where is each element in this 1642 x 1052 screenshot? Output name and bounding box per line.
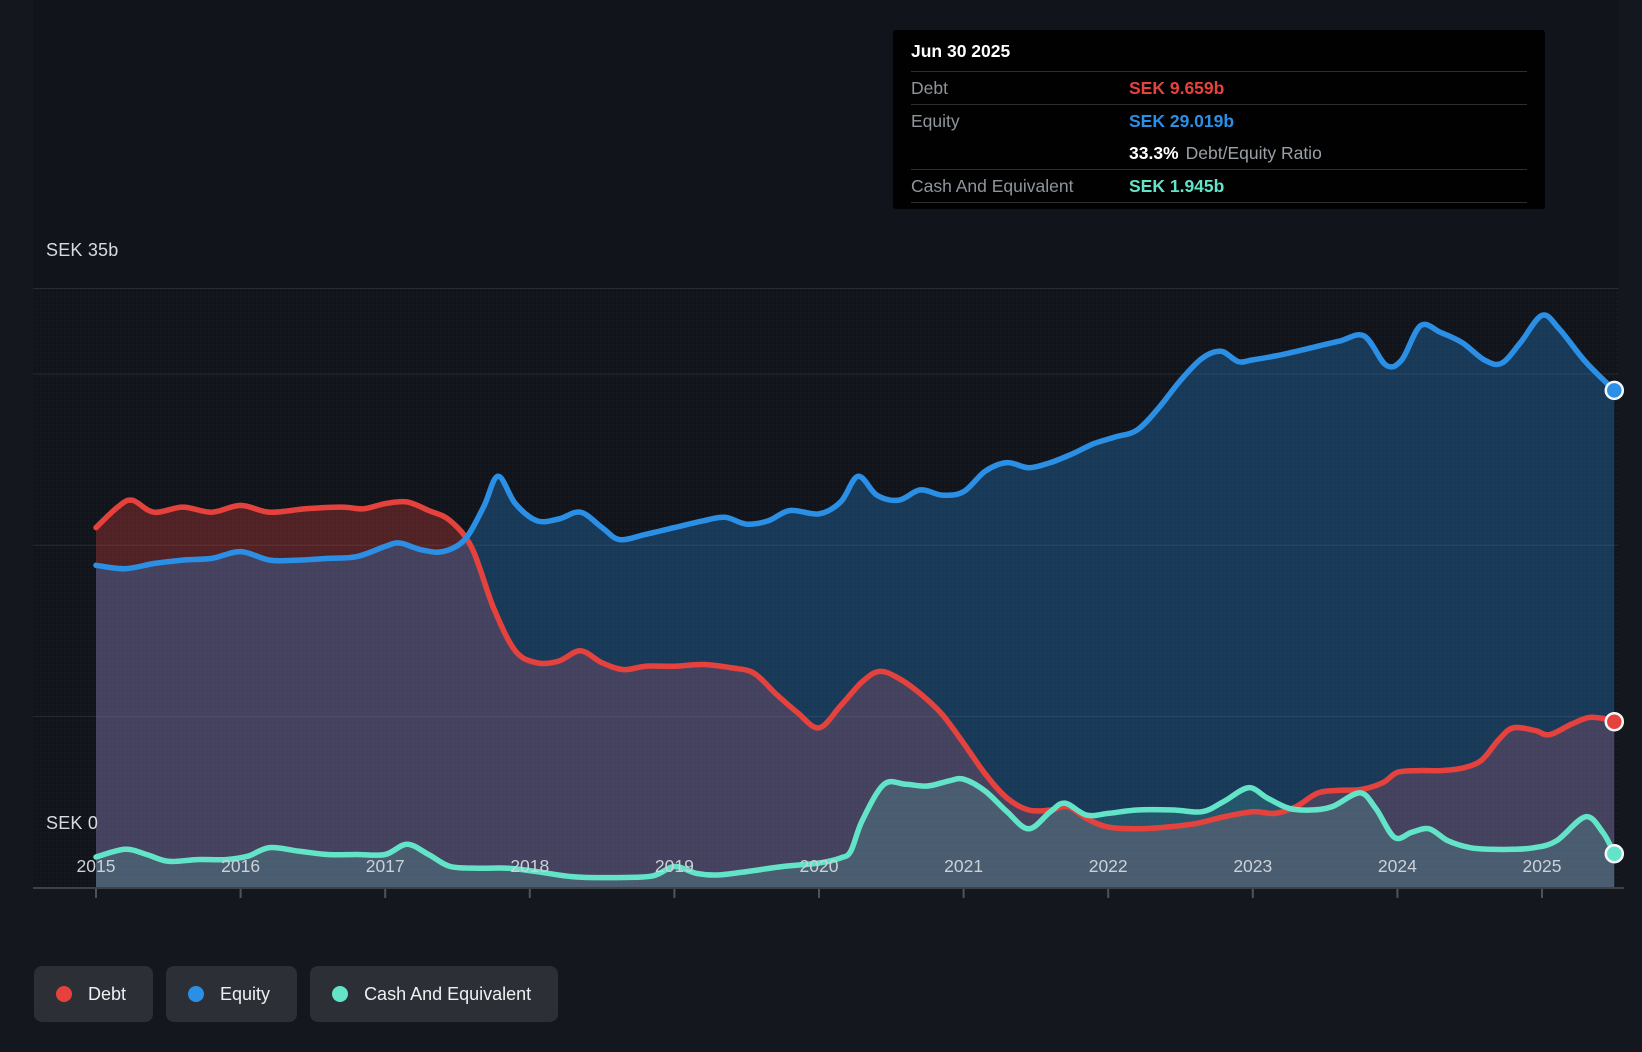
tooltip-debt-label: Debt — [911, 77, 948, 98]
series-equity-area — [96, 315, 1615, 887]
cash-dot-icon — [332, 986, 349, 1002]
legend-item-cash[interactable]: Cash And Equivalent — [310, 966, 559, 1022]
x-axis-label-2016: 2016 — [221, 856, 261, 876]
tooltip-cash-label: Cash And Equivalent — [911, 175, 1074, 196]
x-axis-label-2018: 2018 — [510, 856, 550, 876]
tooltip-cash-row: Cash And Equivalent SEK 1.945b — [911, 170, 1527, 203]
x-axis-ticks — [95, 889, 1543, 898]
x-axis-label-2019: 2019 — [654, 856, 694, 876]
tooltip-debt-value: SEK 9.659b — [1129, 77, 1225, 98]
tooltip-equity-value: SEK 29.019b — [1129, 110, 1235, 131]
x-axis-label-2021: 2021 — [944, 856, 984, 876]
x-axis-label-2025: 2025 — [1522, 856, 1562, 876]
chart-legend: Debt Equity Cash And Equivalent — [34, 966, 559, 1022]
legend-item-equity[interactable]: Equity — [166, 966, 298, 1022]
plot-texture — [33, 288, 1618, 887]
tooltip-ratio-value: 33.3% — [1129, 142, 1179, 163]
x-axis-label-2022: 2022 — [1088, 856, 1128, 876]
tooltip-equity-row: Equity SEK 29.019b — [911, 105, 1527, 137]
x-axis-label-2017: 2017 — [365, 856, 405, 876]
y-axis-zero-label: SEK 0 — [46, 813, 99, 833]
legend-equity-label: Equity — [220, 983, 271, 1004]
cash-and-equivalent-endpoint-dot[interactable] — [1604, 843, 1625, 864]
tooltip-ratio-label: Debt/Equity Ratio — [1185, 142, 1322, 163]
series-debt-line — [93, 497, 1618, 832]
legend-cash-label: Cash And Equivalent — [364, 983, 532, 1004]
debt-endpoint-dot[interactable] — [1604, 711, 1625, 732]
tooltip-equity-label: Equity — [911, 110, 960, 131]
series-debt-area — [96, 500, 1615, 887]
x-axis: 2015 2016 2017 2018 2019 2020 2021 2022 2023 2024… — [0, 856, 1642, 882]
tooltip-cash-value: SEK 1.945b — [1129, 175, 1225, 196]
x-axis-label-2023: 2023 — [1233, 856, 1273, 876]
y-axis-max-label: SEK 35b — [46, 240, 119, 260]
x-axis-label-2015: 2015 — [76, 856, 116, 876]
legend-debt-label: Debt — [88, 983, 127, 1004]
equity-dot-icon — [188, 986, 205, 1002]
chart-tooltip: Jun 30 2025 Debt SEK 9.659b Equity SEK 2… — [893, 30, 1545, 209]
debt-dot-icon — [56, 986, 72, 1002]
series-cash-and-equivalent-line — [93, 775, 1618, 881]
tooltip-debt-row: Debt SEK 9.659b — [911, 72, 1527, 105]
x-axis-label-2024: 2024 — [1377, 856, 1417, 876]
series-equity-line — [93, 312, 1618, 572]
gridlines — [33, 288, 1618, 717]
x-axis-label-2020: 2020 — [799, 856, 839, 876]
tooltip-ratio-row: 33.3% Debt/Equity Ratio — [911, 137, 1527, 170]
tooltip-date: Jun 30 2025 — [911, 32, 1527, 72]
legend-item-debt[interactable]: Debt — [34, 966, 154, 1022]
equity-endpoint-dot[interactable] — [1604, 380, 1625, 401]
series-cash-and-equivalent-area — [96, 778, 1615, 887]
